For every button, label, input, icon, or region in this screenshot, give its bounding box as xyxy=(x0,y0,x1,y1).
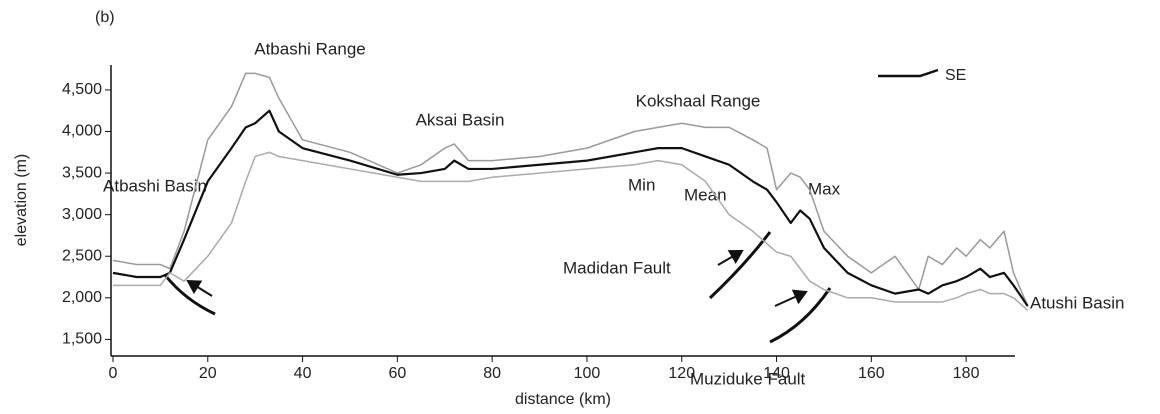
y-tick-label: 4,500 xyxy=(62,81,102,98)
direction-arrow xyxy=(878,68,939,78)
x-tick-label: 180 xyxy=(953,365,980,382)
x-tick-label: 20 xyxy=(199,365,217,382)
y-tick-label: 4,000 xyxy=(62,123,102,140)
series-line xyxy=(112,109,1029,307)
annotation: SE xyxy=(945,67,966,84)
y-tick-label: 3,500 xyxy=(62,164,102,181)
series-line xyxy=(113,151,1029,311)
series-label: Min xyxy=(628,175,655,194)
annotation: Aksai Basin xyxy=(416,110,505,129)
x-tick-label: 60 xyxy=(388,365,406,382)
annotation: Atushi Basin xyxy=(1030,293,1125,312)
y-tick-label: 3,000 xyxy=(62,206,102,223)
annotation: Atbashi Basin xyxy=(103,176,207,195)
annotation: Kokshaal Range xyxy=(636,91,761,110)
fault-arrow xyxy=(186,279,213,297)
annotation: Madidan Fault xyxy=(563,258,671,277)
x-tick-label: 80 xyxy=(483,365,501,382)
series-line xyxy=(112,72,1029,307)
x-tick-label: 0 xyxy=(109,365,118,382)
x-tick-label: 100 xyxy=(574,365,601,382)
y-axis-label: elevation (m) xyxy=(13,154,30,246)
fault-arrow xyxy=(774,289,808,307)
x-tick-label: 140 xyxy=(763,365,790,382)
y-tick-label: 2,500 xyxy=(62,247,102,264)
x-tick-label: 160 xyxy=(858,365,885,382)
panel-label: (b) xyxy=(95,9,115,26)
fault xyxy=(708,231,772,300)
series-label: Max xyxy=(808,179,841,198)
x-tick-label: 40 xyxy=(294,365,312,382)
fault xyxy=(769,287,832,344)
series-label: Mean xyxy=(684,185,727,204)
annotation: Muziduke Fault xyxy=(690,369,806,388)
y-tick-label: 2,000 xyxy=(62,289,102,306)
x-axis-label: distance (km) xyxy=(515,391,611,408)
fault-arrow xyxy=(717,249,744,266)
y-tick-label: 1,500 xyxy=(62,331,102,348)
annotation: Atbashi Range xyxy=(254,39,366,58)
fault xyxy=(163,274,216,316)
x-tick-label: 120 xyxy=(668,365,695,382)
